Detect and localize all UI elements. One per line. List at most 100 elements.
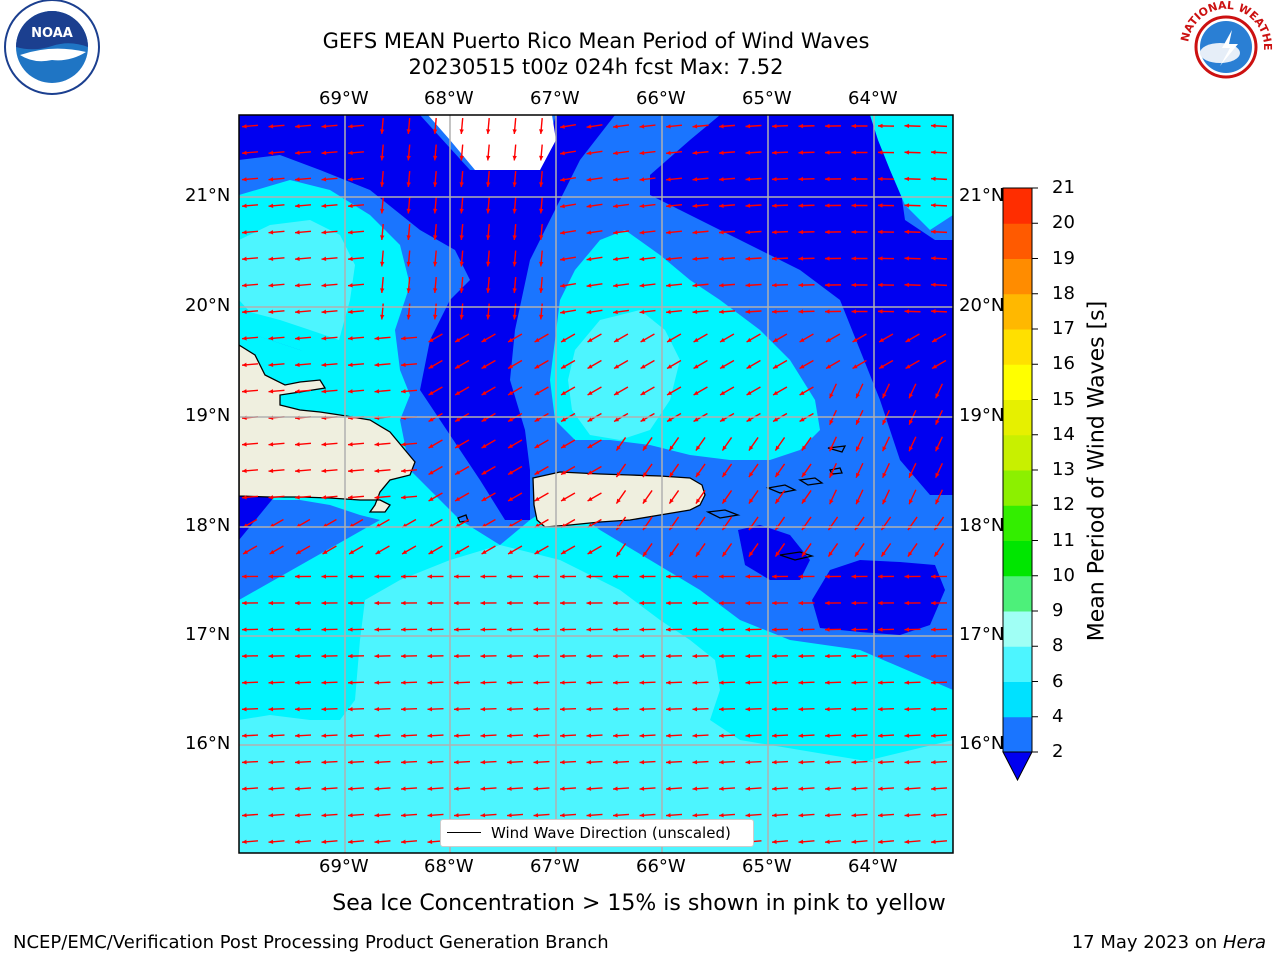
wind-arrow	[665, 680, 683, 685]
wind-arrow	[692, 813, 709, 818]
wind-arrow	[824, 706, 842, 712]
colorbar-segment	[1003, 293, 1032, 330]
wind-arrow	[268, 574, 285, 579]
wind-arrow	[693, 386, 708, 396]
band-6-8-south	[239, 545, 953, 853]
wind-arrow	[615, 437, 627, 451]
wind-arrow	[480, 786, 497, 791]
wind-arrow	[241, 706, 259, 712]
wind-arrow	[908, 383, 917, 399]
wind-arrow	[824, 733, 842, 738]
wind-arrow	[294, 680, 312, 685]
wind-arrow	[665, 574, 683, 579]
wind-arrow	[639, 203, 656, 209]
wind-arrow	[454, 545, 470, 555]
wind-arrow	[586, 706, 603, 712]
wind-arrow	[639, 627, 656, 632]
wind-arrow	[559, 150, 577, 156]
wind-arrow	[486, 117, 491, 135]
colorbar-segment	[1003, 540, 1032, 577]
wind-arrow	[374, 468, 391, 473]
wind-arrow	[586, 230, 603, 235]
wind-arrow	[798, 229, 815, 235]
wind-arrow	[268, 442, 285, 447]
wind-arrow	[539, 117, 544, 135]
wind-arrow	[771, 282, 789, 288]
wind-arrow	[904, 813, 921, 818]
wind-arrow	[533, 813, 550, 818]
wind-arrow	[559, 203, 577, 209]
wind-arrow	[400, 706, 418, 712]
wind-arrow	[665, 733, 683, 738]
wind-arrow	[930, 813, 948, 818]
wind-arrow	[400, 442, 418, 447]
wind-arrow	[692, 150, 709, 155]
wind-arrow	[374, 627, 391, 632]
wind-arrow	[718, 600, 736, 606]
wind-arrow	[347, 309, 365, 314]
wind-arrow	[852, 359, 867, 370]
wind-arrow	[321, 495, 338, 500]
wind-arrow	[745, 733, 762, 738]
wind-arrow	[930, 203, 948, 208]
wind-arrow	[881, 436, 891, 452]
wind-arrow	[294, 574, 312, 579]
lat-label-right: 17°N	[959, 624, 1005, 645]
wind-arrow	[639, 574, 656, 579]
wind-arrow	[586, 680, 603, 685]
wind-arrow	[877, 786, 895, 791]
wind-arrow	[877, 256, 895, 261]
wind-arrow	[533, 653, 550, 659]
wind-arrow	[406, 144, 411, 161]
wind-arrow	[268, 839, 285, 844]
wind-arrow	[268, 203, 285, 208]
wind-arrow	[771, 256, 789, 261]
wind-arrow	[453, 627, 471, 632]
wind-arrow	[612, 309, 630, 315]
wind-arrow	[560, 386, 576, 396]
colorbar-tick-label: 19	[1052, 247, 1075, 269]
wind-arrow	[481, 386, 496, 396]
wind-arrow	[321, 309, 338, 314]
wind-arrow	[612, 813, 630, 818]
wind-arrow	[745, 150, 762, 155]
wind-arrow	[453, 600, 471, 606]
wind-arrow	[268, 653, 285, 659]
wind-arrow	[400, 600, 418, 606]
colorbar-segment	[1003, 716, 1032, 753]
wind-arrow	[428, 545, 443, 555]
wind-arrow	[241, 813, 259, 818]
wind-arrow	[824, 176, 842, 182]
wind-arrow	[772, 386, 788, 396]
wind-arrow	[433, 170, 438, 188]
wind-arrow	[459, 223, 464, 241]
wind-arrow	[851, 786, 868, 791]
wind-arrow	[241, 786, 259, 791]
wind-arrow	[692, 177, 709, 182]
wind-arrow	[907, 543, 918, 557]
wind-arrow	[771, 653, 789, 659]
wind-arrow	[586, 813, 603, 818]
wind-arrow	[639, 813, 656, 818]
wind-arrow	[824, 786, 842, 791]
wind-arrow	[798, 813, 815, 818]
wind-arrow	[904, 839, 921, 844]
colorbar-segment	[1003, 611, 1032, 647]
wind-arrow	[905, 333, 920, 343]
wind-arrow	[692, 283, 709, 288]
wind-arrow	[374, 813, 391, 818]
wind-arrow	[294, 283, 312, 288]
wind-arrow	[824, 150, 842, 155]
wind-arrow	[428, 492, 443, 502]
nws-logo: NATIONAL WEATHER SERVICE	[0, 0, 1274, 92]
wind-arrow	[692, 309, 709, 314]
wind-arrow	[718, 733, 736, 738]
lat-label-right: 18°N	[959, 515, 1005, 536]
wind-arrow	[880, 543, 892, 557]
wind-arrow	[241, 336, 259, 341]
wind-arrow	[512, 197, 517, 214]
wind-arrow	[321, 653, 338, 659]
wind-arrow	[934, 383, 944, 399]
wind-arrow	[640, 333, 655, 343]
wind-arrow	[801, 463, 812, 478]
